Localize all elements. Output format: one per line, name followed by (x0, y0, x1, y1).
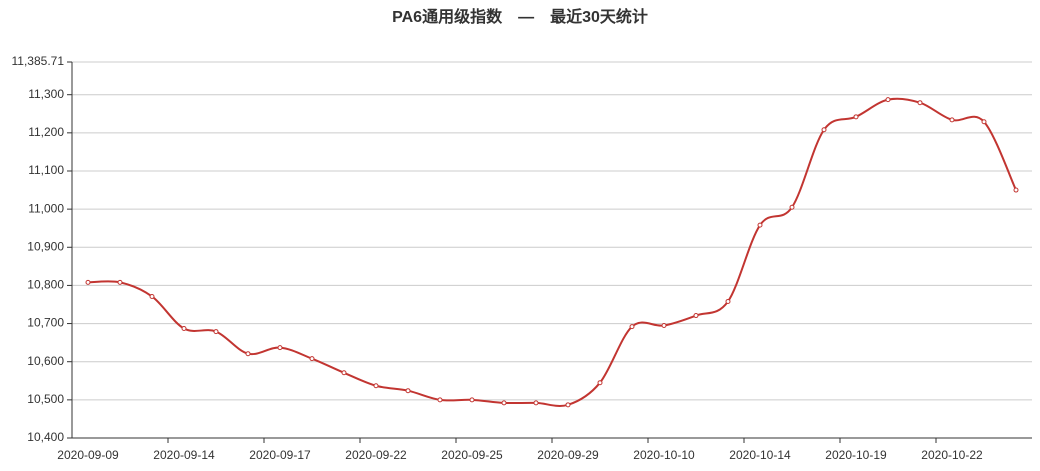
point (373, 383, 379, 389)
y-tick-label: 10,600 (27, 354, 64, 368)
point (757, 222, 763, 228)
y-tick-label: 11,385.71 (12, 54, 65, 68)
chart-title: PA6通用级指数 — 最近30天统计 (392, 7, 648, 26)
point (693, 313, 699, 319)
point (469, 397, 475, 403)
y-tick-label: 10,400 (27, 430, 64, 444)
point (213, 329, 219, 335)
y-tick-label: 11,300 (28, 87, 64, 101)
point (533, 400, 539, 406)
point (245, 351, 251, 357)
point (149, 293, 155, 299)
point (981, 119, 987, 125)
point (501, 400, 507, 406)
x-tick-label: 2020-09-14 (153, 448, 215, 462)
point (277, 345, 283, 351)
y-tick-label: 10,500 (27, 392, 64, 406)
point (661, 322, 667, 328)
point (821, 127, 827, 133)
y-tick-label: 10,700 (27, 316, 64, 330)
x-tick-label: 2020-09-25 (441, 448, 503, 462)
y-tick-label: 11,100 (28, 163, 64, 177)
x-tick-label: 2020-10-10 (633, 448, 695, 462)
x-tick-label: 2020-10-22 (921, 448, 983, 462)
point (437, 397, 443, 403)
line (87, 97, 1017, 407)
point (725, 298, 731, 304)
point (597, 380, 603, 386)
point (885, 97, 891, 103)
point (85, 279, 91, 285)
x-tick-label: 2020-09-29 (537, 448, 599, 462)
point (309, 356, 315, 362)
point (341, 370, 347, 376)
x-tick-label: 2020-09-22 (345, 448, 407, 462)
point (565, 402, 571, 408)
x-tick-label: 2020-10-14 (729, 448, 791, 462)
point (853, 114, 859, 120)
point (629, 324, 635, 330)
x-tick-label: 2020-09-09 (57, 448, 119, 462)
y-tick-label: 11,000 (28, 201, 64, 215)
y-tick-label: 11,200 (28, 125, 64, 139)
point (917, 100, 923, 106)
x-tick-label: 2020-09-17 (249, 448, 311, 462)
point (949, 117, 955, 123)
x-tick-label: 2020-10-19 (825, 448, 887, 462)
point (181, 326, 187, 332)
y-tick-label: 10,800 (27, 278, 64, 292)
point (1013, 187, 1019, 193)
point (789, 204, 795, 210)
point (117, 279, 123, 285)
point (405, 388, 411, 394)
y-tick-label: 10,900 (27, 239, 64, 253)
